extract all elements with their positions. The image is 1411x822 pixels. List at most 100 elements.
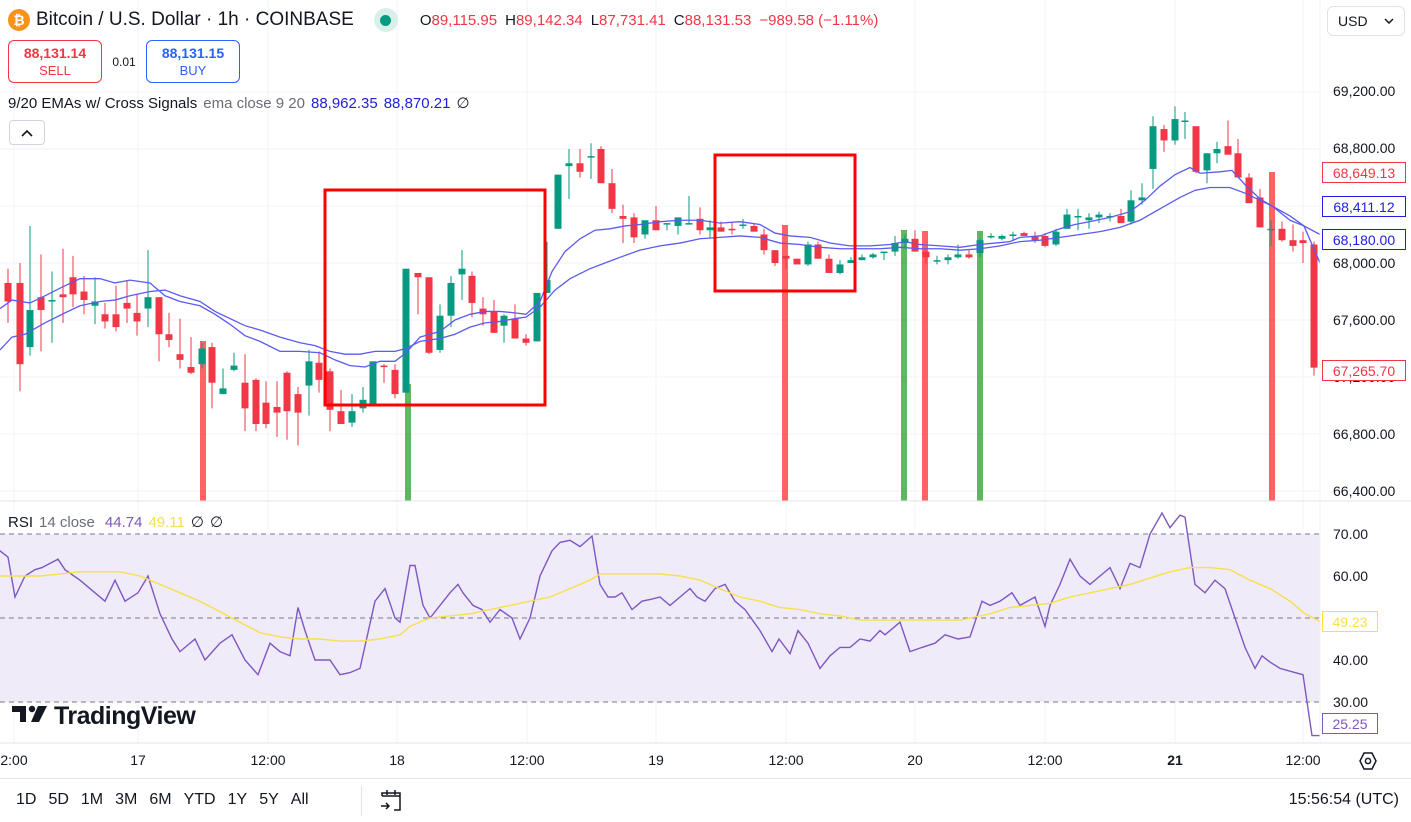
time-tick: 12:00: [1285, 752, 1321, 768]
sell-button[interactable]: 88,131.14 SELL: [8, 40, 102, 83]
price-tag-last: 67,265.70: [1322, 360, 1406, 381]
rsi-line: [0, 511, 1320, 737]
annotation-boxes: [323, 153, 857, 407]
low-label: L: [590, 11, 600, 29]
range-5y[interactable]: 5Y: [259, 791, 279, 808]
collapse-legend-button[interactable]: [9, 120, 45, 145]
range-5d[interactable]: 5D: [48, 791, 69, 808]
time-tick: 21: [1167, 752, 1183, 768]
rsi-legend[interactable]: RSI 14 close 44.74 49.11 ∅ ∅: [8, 511, 223, 533]
cross-signal-sell: [1269, 172, 1275, 501]
rsi-tick: 70.00: [1333, 526, 1369, 542]
currency-select[interactable]: USD: [1327, 6, 1405, 36]
indicator-params: ema close 9 20: [203, 94, 305, 112]
open-label: O: [419, 11, 432, 29]
rsi-value: 44.74: [104, 513, 143, 531]
currency-value: USD: [1338, 13, 1368, 29]
go-to-date-icon[interactable]: [378, 788, 404, 814]
time-tick: 12:00: [250, 752, 286, 768]
range-ytd[interactable]: YTD: [183, 791, 216, 808]
chart-settings-icon[interactable]: [1358, 751, 1378, 771]
price-tick: 67,600.00: [1333, 312, 1396, 328]
price-tick: 66,400.00: [1333, 483, 1396, 499]
price-tick: 68,800.00: [1333, 140, 1396, 156]
range-1y[interactable]: 1Y: [227, 791, 248, 808]
range-all[interactable]: All: [290, 791, 309, 808]
utc-clock[interactable]: 15:56:54 (UTC): [1288, 791, 1399, 808]
high-value: 89,142.34: [515, 11, 583, 29]
spread-value: 0.01: [112, 54, 136, 69]
chevron-up-icon: [21, 129, 33, 137]
high-label: H: [505, 11, 516, 29]
range-1d[interactable]: 1D: [16, 791, 37, 808]
cross-signal-buy: [405, 384, 411, 501]
close-label: C: [673, 11, 685, 29]
null-value-icon: ∅: [209, 514, 224, 531]
rsi-name: RSI: [8, 513, 34, 531]
time-tick: 20: [907, 752, 923, 768]
ema-9-line: [0, 166, 1321, 368]
range-6m[interactable]: 6M: [149, 791, 172, 808]
sell-price: 88,131.14: [23, 44, 87, 61]
toolbar-separator: [361, 786, 362, 816]
highlight-box: [713, 153, 857, 293]
indicator-name: 9/20 EMAs w/ Cross Signals: [8, 94, 198, 112]
highlight-box: [323, 188, 547, 407]
time-tick: 12:00: [1027, 752, 1063, 768]
cross-signal-sell: [922, 231, 928, 501]
rsi-ma-tag: 49.23: [1322, 611, 1378, 632]
rsi-params: 14 close: [39, 513, 95, 531]
cross-signal-buy: [977, 231, 983, 501]
market-status-icon[interactable]: [373, 8, 398, 32]
tradingview-wordmark: TradingView: [54, 702, 196, 730]
trade-buttons: 88,131.14 SELL 0.01 88,131.15 BUY: [8, 40, 240, 83]
time-tick: 12:00: [768, 752, 804, 768]
time-tick: 17: [130, 752, 146, 768]
change-value: −989.58 (−1.11%): [759, 11, 879, 29]
rsi-tick: 60.00: [1333, 568, 1369, 584]
rsi-ma-line: [0, 566, 1321, 642]
time-tick: 2:00: [0, 752, 28, 768]
rsi-lines: [0, 511, 1321, 737]
cross-signal-buy: [901, 230, 907, 501]
chevron-down-icon: [1384, 18, 1394, 24]
ema9-value: 88,962.35: [310, 94, 378, 112]
null-value-icon: ∅: [190, 514, 204, 531]
close-value: 88,131.53: [684, 11, 752, 29]
price-tag-ema9: 68,411.12: [1322, 196, 1406, 217]
symbol-legend: ₿ Bitcoin / U.S. Dollar · 1h · COINBASE …: [8, 6, 878, 34]
time-tick: 12:00: [509, 752, 545, 768]
symbol-title[interactable]: Bitcoin / U.S. Dollar · 1h · COINBASE: [36, 9, 354, 30]
cross-signals: [200, 172, 1275, 501]
ema20-value: 88,870.21: [383, 94, 451, 112]
cross-signal-sell: [782, 225, 788, 501]
bitcoin-icon: ₿: [8, 9, 30, 31]
tradingview-logo[interactable]: TradingView: [12, 702, 196, 731]
null-value-icon: ∅: [456, 95, 470, 112]
price-tick: 69,200.00: [1333, 83, 1396, 99]
ohlc-values: O89,115.95 H89,142.34 L87,731.41 C88,131…: [420, 12, 879, 29]
rsi-ma-value: 49.11: [148, 513, 185, 531]
rsi-dash-lines: [0, 533, 1320, 703]
open-value: 89,115.95: [431, 11, 498, 29]
rsi-value-tag: 25.25: [1322, 713, 1378, 734]
ema-20-line: [0, 186, 1321, 355]
buy-price: 88,131.15: [161, 44, 225, 61]
bottom-toolbar: [0, 778, 1411, 822]
low-value: 87,731.41: [599, 11, 666, 29]
rsi-tick: 40.00: [1333, 652, 1369, 668]
range-3m[interactable]: 3M: [115, 791, 138, 808]
ema-indicator-legend[interactable]: 9/20 EMAs w/ Cross Signals ema close 9 2…: [8, 92, 470, 114]
price-tag-ema-cross: 68,649.13: [1322, 162, 1406, 183]
price-tag-ema20: 68,180.00: [1322, 229, 1406, 250]
sell-label: SELL: [39, 62, 71, 78]
range-1m[interactable]: 1M: [80, 791, 104, 808]
price-tick: 68,000.00: [1333, 255, 1396, 271]
price-tick: 66,800.00: [1333, 426, 1396, 442]
buy-label: BUY: [179, 62, 207, 78]
tradingview-mark-icon: [12, 702, 48, 731]
cross-signal-sell: [200, 341, 206, 501]
buy-button[interactable]: 88,131.15 BUY: [146, 40, 240, 83]
time-tick: 19: [648, 752, 664, 768]
